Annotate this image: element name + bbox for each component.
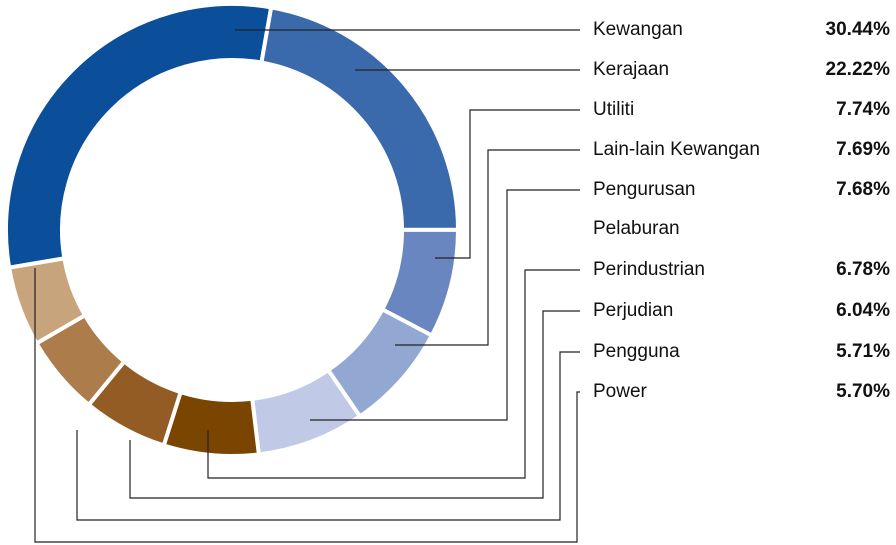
donut-segment [4, 2, 274, 270]
legend-value: 6.78% [836, 259, 890, 280]
legend-label: Perindustrian [593, 259, 705, 280]
legend-label: Pengurusan Pelaburan [593, 179, 696, 239]
leader-line [129, 310, 580, 499]
legend-value: 6.04% [836, 300, 890, 321]
legend-value: 5.71% [836, 341, 890, 362]
legend-label: Kerajaan [593, 59, 670, 80]
legend-value: 5.70% [836, 381, 890, 402]
legend-label: Lain-lain Kewangan [593, 139, 760, 160]
leader-line [34, 268, 580, 543]
legend-value: 7.68% [836, 179, 890, 200]
legend-label: Power [593, 381, 647, 402]
leader-line [435, 109, 580, 259]
leader-line [310, 189, 580, 421]
leader-line [395, 149, 580, 346]
leader-line [207, 269, 580, 479]
legend-value: 7.69% [836, 139, 890, 160]
legend-label: Perjudian [593, 300, 674, 321]
legend-value: 7.74% [836, 99, 890, 120]
leader-line [76, 351, 580, 521]
donut-segment [259, 5, 461, 232]
legend-label: Kewangan [593, 19, 683, 40]
legend-value: 22.22% [825, 59, 890, 80]
donut-segment [6, 256, 88, 347]
legend-label: Pengguna [593, 341, 680, 362]
legend-label: Utiliti [593, 99, 635, 120]
legend-value: 30.44% [825, 19, 890, 40]
